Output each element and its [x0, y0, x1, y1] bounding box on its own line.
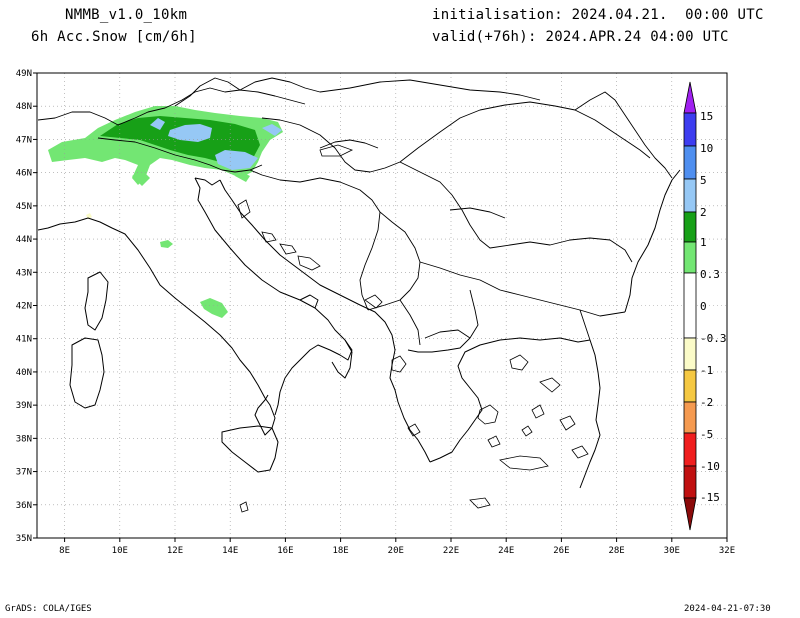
- legend-neg2: [683, 401, 697, 434]
- legend-bottom-arrow: [683, 497, 697, 531]
- legend-label: 5: [700, 174, 707, 187]
- legend-label: -0.3: [700, 332, 727, 345]
- lat-tick-label: 36N: [16, 501, 32, 511]
- legend-label: 1: [700, 236, 707, 249]
- lon-tick-label: 26E: [553, 546, 569, 556]
- legend-label: -1: [700, 364, 713, 377]
- snow-field-alps-west: [86, 213, 92, 219]
- legend-neg10: [683, 465, 697, 499]
- lat-tick-label: 44N: [16, 235, 32, 245]
- legend-label: 2: [700, 206, 707, 219]
- lat-tick-label: 39N: [16, 401, 32, 411]
- graticule: [37, 73, 727, 538]
- legend-5: [683, 178, 697, 213]
- footer-credit: GrADS: COLA/IGES: [5, 604, 92, 614]
- legend-label: 0.3: [700, 268, 720, 281]
- lat-tick-label: 37N: [16, 468, 32, 478]
- legend-label: -10: [700, 460, 720, 473]
- legend-15: [683, 112, 697, 147]
- legend-neg5: [683, 432, 697, 467]
- lat-tick-label: 46N: [16, 169, 32, 179]
- lon-tick-label: 18E: [332, 546, 348, 556]
- coastlines: [37, 169, 681, 489]
- longitude-labels: 8E 10E 12E 14E 16E 18E 20E 22E 24E 26E 28E 30E 32E: [59, 538, 735, 556]
- snow-field-abruzzo: [200, 298, 228, 318]
- snow-field-apennine: [160, 240, 173, 248]
- lon-tick-label: 32E: [719, 546, 735, 556]
- legend-label: -15: [700, 491, 720, 504]
- model-name: NMMB_v1.0_10km: [65, 7, 188, 23]
- color-legend: [683, 81, 697, 531]
- lat-tick-label: 48N: [16, 102, 32, 112]
- lon-tick-label: 16E: [277, 546, 293, 556]
- lon-tick-label: 20E: [388, 546, 404, 556]
- lon-tick-label: 8E: [59, 546, 70, 556]
- legend-label: 0: [700, 300, 707, 313]
- legend-label: -2: [700, 396, 713, 409]
- lat-tick-label: 42N: [16, 302, 32, 312]
- lon-tick-label: 22E: [443, 546, 459, 556]
- lat-tick-label: 45N: [16, 202, 32, 212]
- legend-10: [683, 145, 697, 180]
- lon-tick-label: 14E: [222, 546, 238, 556]
- legend-neg1: [683, 369, 697, 403]
- footer-timestamp: 2024-04-21-07:30: [684, 604, 771, 614]
- lon-tick-label: 30E: [664, 546, 680, 556]
- legend-top-arrow: [683, 81, 697, 114]
- lat-tick-label: 43N: [16, 268, 32, 278]
- legend-labels: 15 10 5 2 1 0.3 0 -0.3 -1 -2 -5 -10 -15: [700, 110, 727, 504]
- legend-2: [683, 211, 697, 243]
- lon-tick-label: 28E: [608, 546, 624, 556]
- latitude-labels: 35N 36N 37N 38N 39N 40N 41N 42N 43N 44N 45N 46N 47N 4…: [16, 69, 37, 544]
- islands: [237, 144, 589, 513]
- legend-1: [683, 241, 697, 274]
- lat-tick-label: 41N: [16, 335, 32, 345]
- variable-title: 6h Acc.Snow [cm/6h]: [31, 29, 197, 45]
- lat-tick-label: 40N: [16, 368, 32, 378]
- snow-field-alps: [48, 106, 283, 186]
- init-time: initialisation: 2024.04.21. 00:00 UTC: [432, 7, 764, 23]
- lon-tick-label: 24E: [498, 546, 514, 556]
- legend-neg03: [683, 337, 697, 371]
- lat-tick-label: 38N: [16, 434, 32, 444]
- lat-tick-label: 49N: [16, 69, 32, 79]
- lat-tick-label: 47N: [16, 135, 32, 145]
- legend-label: -5: [700, 428, 713, 441]
- lat-tick-label: 35N: [16, 534, 32, 544]
- lon-tick-label: 12E: [167, 546, 183, 556]
- borders: [37, 77, 673, 353]
- lon-tick-label: 10E: [112, 546, 128, 556]
- legend-0: [683, 272, 697, 339]
- valid-time: valid(+76h): 2024.APR.24 04:00 UTC: [432, 29, 729, 45]
- legend-label: 15: [700, 110, 713, 123]
- legend-label: 10: [700, 142, 713, 155]
